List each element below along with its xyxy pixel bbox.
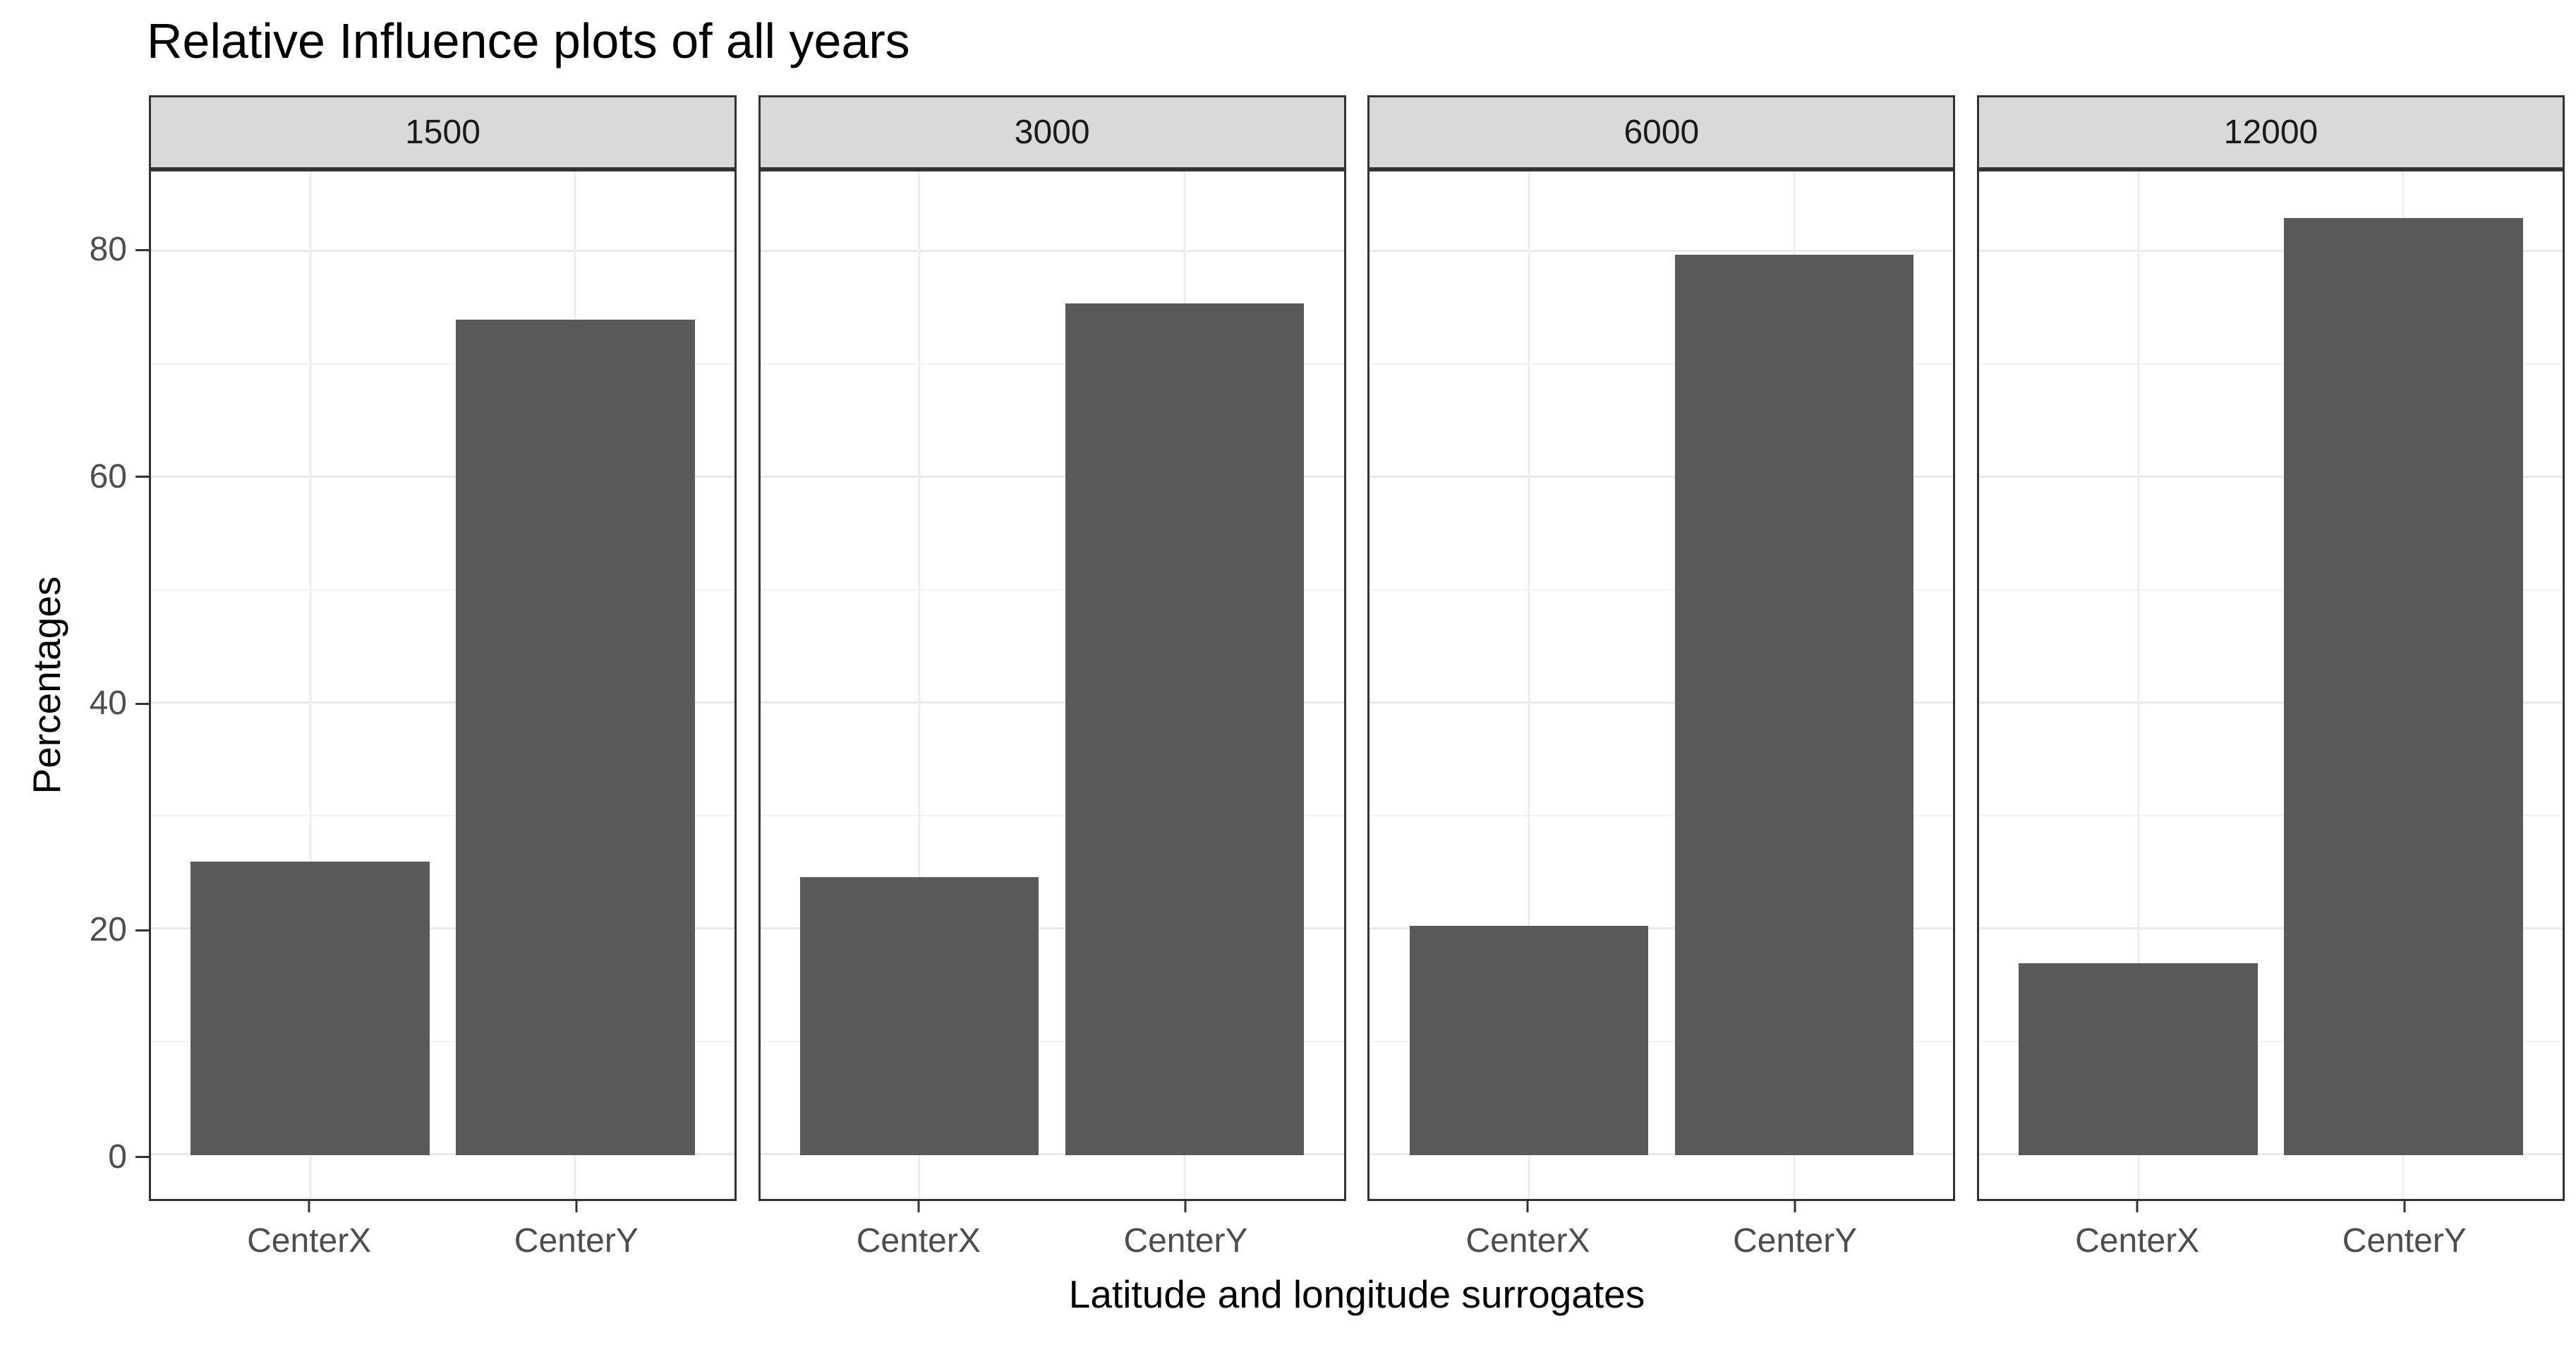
facet-12000: 12000 CenterX CenterY xyxy=(1977,95,2565,1267)
gridline-minor xyxy=(151,363,734,365)
gridline-minor xyxy=(760,363,1344,365)
gridline-minor xyxy=(151,1041,734,1043)
gridline-major xyxy=(151,249,734,252)
gridline-vertical xyxy=(2137,171,2140,1199)
gridline-major xyxy=(1979,701,2563,704)
gridline-minor xyxy=(1369,589,1954,591)
gridline-vertical xyxy=(1528,171,1530,1199)
bar-CenterX xyxy=(2019,963,2258,1156)
gridline-major xyxy=(151,1153,734,1156)
facet-strip-label: 1500 xyxy=(405,114,480,151)
facet-strip: 3000 xyxy=(758,95,1346,169)
gridline-major xyxy=(1979,927,2563,930)
y-axis-tick xyxy=(135,1156,149,1159)
x-category-label: CenterY xyxy=(1123,1222,1248,1260)
x-axis-title: Latitude and longitude surrogates xyxy=(1068,1272,1645,1316)
gridline-minor xyxy=(151,589,734,591)
gridline-minor xyxy=(760,589,1344,591)
y-axis-tick xyxy=(135,476,149,478)
bar-CenterY xyxy=(456,319,695,1156)
gridline-vertical xyxy=(918,171,921,1199)
gridline-major xyxy=(151,927,734,930)
gridline-minor xyxy=(1369,363,1954,365)
bar-CenterX xyxy=(1409,926,1648,1156)
gridline-major xyxy=(1369,927,1954,930)
y-axis-tick-label: 80 xyxy=(89,231,127,269)
y-axis-tick-label: 40 xyxy=(89,684,127,723)
facet-6000: 6000 CenterX CenterY xyxy=(1367,95,1956,1267)
facet-1500: 1500 CenterX CenterY xyxy=(149,95,737,1267)
gridline-minor xyxy=(1369,815,1954,817)
gridline-minor xyxy=(151,815,734,817)
y-axis-title: Percentages xyxy=(25,576,68,795)
gridline-major xyxy=(151,475,734,478)
gridline-major xyxy=(151,701,734,704)
facet-strip: 1500 xyxy=(149,95,737,169)
x-axis-tick xyxy=(308,1201,310,1212)
gridline-major xyxy=(1369,475,1954,478)
y-axis-tick-label: 60 xyxy=(89,457,127,495)
gridline-major xyxy=(1369,1153,1954,1156)
gridline-major xyxy=(760,701,1344,704)
x-category-label: CenterX xyxy=(1465,1222,1590,1260)
gridline-minor xyxy=(1979,1041,2563,1043)
gridline-major xyxy=(760,1153,1344,1156)
x-axis-tick xyxy=(1794,1201,1796,1212)
x-axis-tick xyxy=(2403,1201,2406,1212)
x-axis-tick xyxy=(575,1201,578,1212)
y-axis-tick xyxy=(135,248,149,251)
gridline-minor xyxy=(1979,589,2563,591)
bar-CenterX xyxy=(191,862,430,1156)
gridline-major xyxy=(1979,475,2563,478)
gridline-major xyxy=(1369,701,1954,704)
y-axis-tick xyxy=(135,929,149,931)
gridline-vertical xyxy=(309,171,312,1199)
facet-strip-label: 3000 xyxy=(1014,114,1090,151)
x-category-label: CenterX xyxy=(2075,1222,2200,1260)
gridline-major xyxy=(1979,1153,2563,1156)
facet-strip-label: 12000 xyxy=(2223,114,2318,151)
facet-strip-label: 6000 xyxy=(1623,114,1700,151)
y-axis-tick-label: 20 xyxy=(89,911,127,949)
gridline-minor xyxy=(1369,1041,1954,1043)
x-category-label: CenterX xyxy=(856,1222,981,1260)
facet-panel xyxy=(1977,169,2565,1201)
gridline-minor xyxy=(760,1041,1344,1043)
gridline-minor xyxy=(1979,815,2563,817)
gridline-major xyxy=(1369,249,1954,252)
gridline-minor xyxy=(1979,363,2563,365)
gridline-major xyxy=(760,927,1344,930)
y-axis-tick xyxy=(135,702,149,705)
gridline-minor xyxy=(760,815,1344,817)
x-category-label: CenterY xyxy=(514,1222,639,1260)
x-category-label: CenterY xyxy=(2342,1222,2467,1260)
x-category-label: CenterX xyxy=(247,1222,372,1260)
facet-strip: 6000 xyxy=(1367,95,1956,169)
x-category-label: CenterY xyxy=(1733,1222,1858,1260)
y-axis-tick-label: 0 xyxy=(108,1138,127,1176)
gridline-major xyxy=(1979,249,2563,252)
facet-panel xyxy=(1367,169,1956,1201)
bar-CenterY xyxy=(2284,217,2523,1156)
gridline-major xyxy=(760,475,1344,478)
bar-CenterY xyxy=(1065,303,1305,1156)
plot-title: Relative Influence plots of all years xyxy=(147,13,910,68)
gridline-major xyxy=(760,249,1344,252)
x-axis-tick xyxy=(2136,1201,2139,1212)
bar-CenterY xyxy=(1674,255,1913,1156)
facet-panel xyxy=(758,169,1346,1201)
x-axis-tick xyxy=(1526,1201,1529,1212)
facet-panel xyxy=(149,169,737,1201)
facet-3000: 3000 CenterX CenterY xyxy=(758,95,1346,1267)
x-axis-tick xyxy=(917,1201,920,1212)
x-axis-tick xyxy=(1184,1201,1187,1212)
facet-strip: 12000 xyxy=(1977,95,2565,169)
bar-CenterX xyxy=(800,877,1039,1156)
